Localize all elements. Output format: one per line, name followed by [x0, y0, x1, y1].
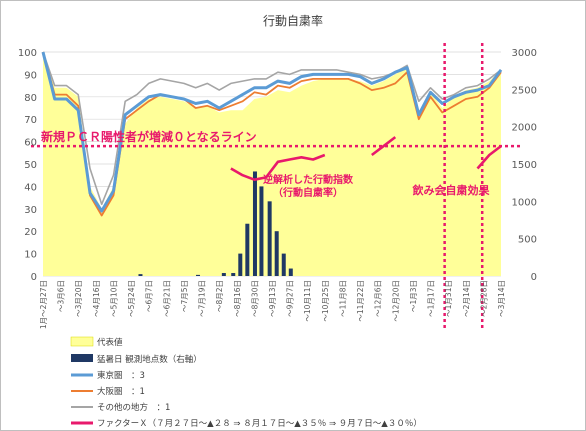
x-tick-label: ～7月19日: [198, 280, 207, 317]
chart-title: 行動自粛率: [263, 13, 323, 28]
reverse-analysis-label-1: 逆解析した行動指数: [263, 173, 354, 186]
x-tick-label: ～1月31日: [444, 280, 453, 317]
legend-swatch-area: [70, 336, 94, 347]
x-tick-label: ～9月13日: [268, 280, 277, 317]
x-tick-label: ～12月20日: [391, 280, 400, 322]
y-tick-label: 40: [24, 182, 37, 193]
y-tick-label: 10: [24, 250, 37, 261]
y-tick-label: 30: [24, 205, 37, 216]
y-tick-label: 90: [24, 70, 37, 81]
heat-day-bar: [281, 253, 286, 276]
y2-tick-label: 3000: [512, 48, 537, 59]
heat-day-bar: [245, 223, 250, 276]
heat-day-bar: [259, 186, 264, 276]
x-tick-label: ～1月3日: [409, 280, 418, 312]
y2-tick-label: 1500: [512, 160, 537, 171]
y-axis-ticks: 0 10 20 30 40 50 60 70 80 90 100: [18, 48, 37, 283]
heat-day-bar: [238, 253, 243, 276]
hline-label: 新規ＰＣＲ陽性者が増減０となるライン: [41, 129, 257, 144]
reverse-analysis-label-2: （行動自粛率）: [273, 186, 343, 199]
x-tick-label: ～8月16日: [233, 280, 242, 317]
x-tick-label: ～3月20日: [74, 280, 83, 317]
x-tick-label: ～10月11日: [303, 280, 312, 322]
y2-axis-ticks: 0 500 1000 1500 2000 2500 3000: [512, 48, 537, 283]
x-tick-label: ～12月6日: [374, 280, 383, 317]
y-tick-label: 20: [24, 227, 37, 238]
x-tick-label: ～3月6日: [57, 280, 66, 312]
y2-tick-label: 1000: [512, 197, 537, 208]
x-tick-label: ～8月2日: [215, 280, 224, 312]
x-tick-label: ～4月16日: [92, 280, 101, 317]
legend-label-factorx: ファクターＸ（７月２７日～▲２８ ⇒ ８月１７日～▲３５％ ⇒ ９月７日～▲３０…: [97, 418, 422, 429]
heat-day-bar: [267, 201, 272, 276]
x-tick-label: ～8月30日: [250, 280, 259, 317]
x-tick-label: ～2月14日: [462, 280, 471, 317]
legend-label-osaka: 大阪圏 ：1: [97, 386, 145, 397]
area-series: [43, 52, 501, 276]
area-representative: [43, 52, 501, 276]
heat-day-bar: [231, 273, 236, 276]
x-tick-label: 1月～2月27日: [39, 280, 48, 329]
heat-day-bar: [288, 268, 293, 276]
heat-day-bar: [221, 273, 226, 276]
legend-label-bars: 猛暑日 観測地点数（右軸）: [97, 354, 202, 365]
heat-day-bar: [138, 274, 143, 276]
y2-tick-label: 500: [518, 235, 537, 246]
heat-day-bar: [252, 171, 257, 276]
x-tick-label: ～6月21日: [162, 280, 171, 317]
reference-lines: [31, 43, 521, 331]
x-axis-ticks: 1月～2月27日 ～3月6日 ～3月20日 ～4月16日 ～5月10日 ～5月24日 ～6月…: [39, 280, 506, 329]
x-tick-label: ～10月25日: [321, 280, 330, 322]
x-tick-label: ～7月5日: [180, 280, 189, 312]
y-tick-label: 80: [24, 93, 37, 104]
legend-label-other: その他の地方 ：1: [97, 402, 170, 413]
legend: 代表値 猛暑日 観測地点数（右軸） 東京圏 ：3 大阪圏 ：1 その他の地方 ：…: [70, 336, 422, 429]
y-tick-label: 70: [24, 115, 37, 126]
x-tick-label: ～1月17日: [427, 280, 436, 317]
x-tick-label: ～11月8日: [338, 280, 347, 317]
x-tick-label: ～5月24日: [127, 280, 136, 317]
y2-tick-label: 2000: [512, 123, 537, 134]
x-tick-label: ～11月22日: [356, 280, 365, 322]
y-tick-label: 100: [18, 48, 37, 59]
heat-day-bar: [196, 274, 201, 276]
legend-label-tokyo: 東京圏 ：3: [97, 370, 145, 381]
bar-series: [138, 171, 293, 276]
y2-tick-label: 2500: [512, 85, 537, 96]
x-tick-label: ～9月27日: [286, 280, 295, 317]
line-other: [42, 51, 502, 206]
y-tick-label: 0: [31, 272, 37, 283]
y-tick-label: 60: [24, 138, 37, 149]
legend-swatch-bars: [71, 354, 93, 362]
y2-tick-label: 0: [531, 272, 537, 283]
x-tick-label: ～5月10日: [109, 280, 118, 317]
x-tick-label: ～2月28日: [479, 280, 488, 317]
legend-label-area: 代表値: [97, 337, 123, 348]
x-tick-label: ～3月14日: [497, 280, 506, 317]
y-tick-label: 50: [24, 160, 37, 171]
heat-day-bar: [274, 231, 279, 276]
line-tokyo: [41, 51, 503, 213]
x-tick-label: ～6月7日: [145, 280, 154, 312]
drinking-effect-label: 飲み会自粛効果: [412, 183, 490, 197]
